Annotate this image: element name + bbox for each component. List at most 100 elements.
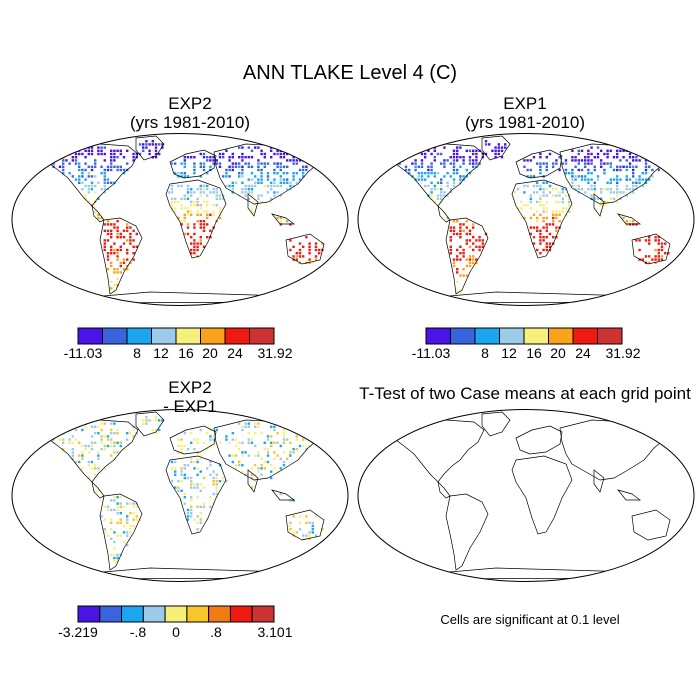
grid-cell <box>292 159 295 162</box>
grid-cell <box>186 448 190 451</box>
grid-cell <box>250 149 254 152</box>
grid-cell <box>632 223 635 226</box>
grid-cell <box>308 245 311 248</box>
grid-cell <box>552 162 555 165</box>
grid-cell <box>574 178 577 181</box>
grid-cell <box>78 175 81 178</box>
grid-cell <box>600 165 603 168</box>
grid-cell <box>84 156 87 159</box>
grid-cell <box>276 184 279 188</box>
grid-cell <box>94 191 97 194</box>
grid-cell <box>110 149 113 152</box>
grid-cell <box>286 149 289 152</box>
grid-cell <box>523 159 526 162</box>
grid-cell <box>231 454 234 457</box>
grid-cell <box>244 188 247 191</box>
grid-cell <box>94 432 97 435</box>
grid-cell <box>302 152 305 156</box>
grid-cell <box>154 152 158 156</box>
grid-cell <box>667 252 670 255</box>
grid-cell <box>314 255 318 258</box>
colorbar-diff-swatch <box>229 605 253 623</box>
grid-cell <box>84 168 87 172</box>
grid-cell <box>58 438 62 441</box>
grid-cell <box>279 223 282 226</box>
grid-cell <box>606 149 609 152</box>
grid-cell <box>228 441 231 444</box>
grid-cell <box>106 252 110 255</box>
grid-cell <box>142 143 145 146</box>
grid-cell <box>244 194 247 197</box>
grid-cell <box>119 441 122 444</box>
grid-cell <box>609 149 612 152</box>
grid-cell <box>209 438 212 441</box>
grid-cell <box>494 149 497 152</box>
grid-cell <box>113 290 116 293</box>
grid-cell <box>619 191 622 194</box>
grid-cell <box>657 239 660 242</box>
grid-cell <box>456 156 459 159</box>
grid-cell <box>209 496 212 499</box>
grid-cell <box>225 184 228 188</box>
grid-cell <box>619 197 622 200</box>
coastline <box>169 425 217 455</box>
grid-cell <box>68 162 71 165</box>
grid-cell <box>199 152 202 156</box>
grid-cell <box>190 191 193 194</box>
grid-cell <box>279 181 282 184</box>
grid-cell <box>71 156 74 159</box>
grid-cell <box>84 178 87 181</box>
grid-cell <box>664 252 667 255</box>
grid-cell <box>132 252 135 255</box>
grid-cell <box>465 242 468 245</box>
grid-cell <box>536 191 539 194</box>
grid-cell <box>74 178 78 181</box>
grid-cell <box>126 544 129 547</box>
grid-cell <box>404 152 408 156</box>
grid-cell <box>266 175 270 178</box>
grid-cell <box>222 156 225 159</box>
grid-cell <box>190 508 193 512</box>
grid-cell <box>449 245 452 248</box>
panel-title-exp1-line1: EXP1 <box>503 94 547 113</box>
colorbar-diff <box>77 605 275 623</box>
grid-cell <box>411 149 414 152</box>
coastline <box>91 204 105 223</box>
grid-cell <box>452 229 456 232</box>
grid-cell <box>462 274 465 277</box>
grid-cell <box>170 207 174 210</box>
grid-cell <box>539 172 542 175</box>
colorbar-exp1-label: 20 <box>550 345 566 361</box>
grid-cell <box>635 223 638 226</box>
grid-cell <box>183 156 186 159</box>
grid-cell <box>84 162 87 165</box>
grid-cell <box>103 518 106 521</box>
grid-cell <box>174 200 177 204</box>
grid-cell <box>161 143 164 146</box>
grid-cell <box>260 464 263 467</box>
grid-cell <box>257 181 260 184</box>
grid-cell <box>87 149 90 152</box>
colorbar-exp1-label: 24 <box>575 345 591 361</box>
grid-cell <box>609 165 612 168</box>
grid-cell <box>468 162 472 165</box>
grid-cell <box>206 210 209 213</box>
grid-cell <box>472 226 475 229</box>
grid-cell <box>459 229 462 232</box>
grid-cell <box>555 236 558 239</box>
grid-cell <box>459 236 462 239</box>
coastline <box>515 425 563 455</box>
grid-cell <box>282 432 286 435</box>
grid-cell <box>161 419 164 422</box>
grid-cell <box>199 194 202 197</box>
grid-cell <box>231 152 234 156</box>
grid-cell <box>289 181 292 184</box>
grid-cell <box>539 252 542 255</box>
grid-cell <box>119 236 122 239</box>
grid-cell <box>580 175 584 178</box>
colorbar-exp1 <box>425 327 623 345</box>
grid-cell <box>446 184 449 188</box>
grid-cell <box>295 159 298 162</box>
grid-cell <box>462 223 465 226</box>
grid-cell <box>234 438 238 441</box>
